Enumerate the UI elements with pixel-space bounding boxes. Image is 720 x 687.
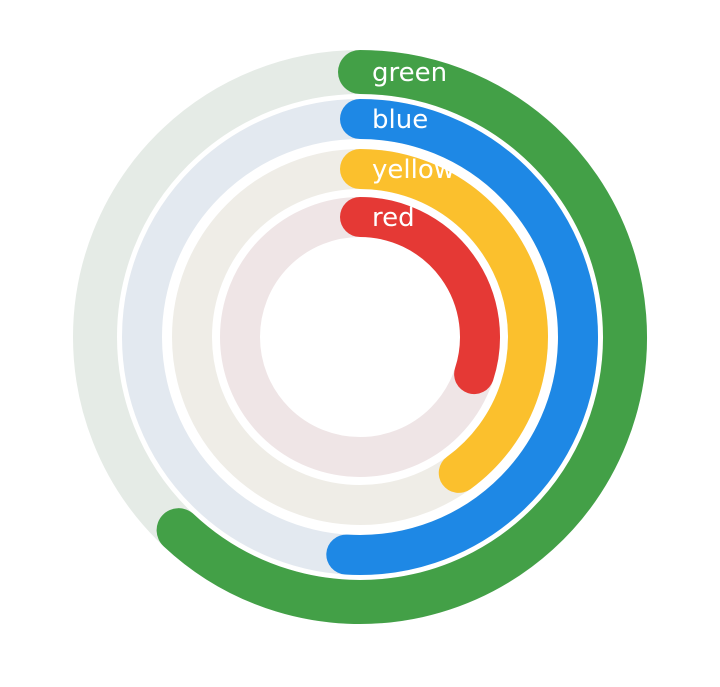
label-blue: blue [372,105,428,135]
bar-green [156,50,647,624]
label-green: green [372,58,447,88]
ring-bars [156,50,647,624]
bar-blue [326,99,598,575]
ring-separator [212,189,508,485]
bar-red [340,197,500,395]
label-yellow: yellow [372,155,455,185]
bar-yellow [340,149,548,493]
ring-separator [162,139,558,535]
ring-separator [117,94,603,580]
label-red: red [372,203,415,233]
ring-labels: green blue yellow red [372,58,455,233]
